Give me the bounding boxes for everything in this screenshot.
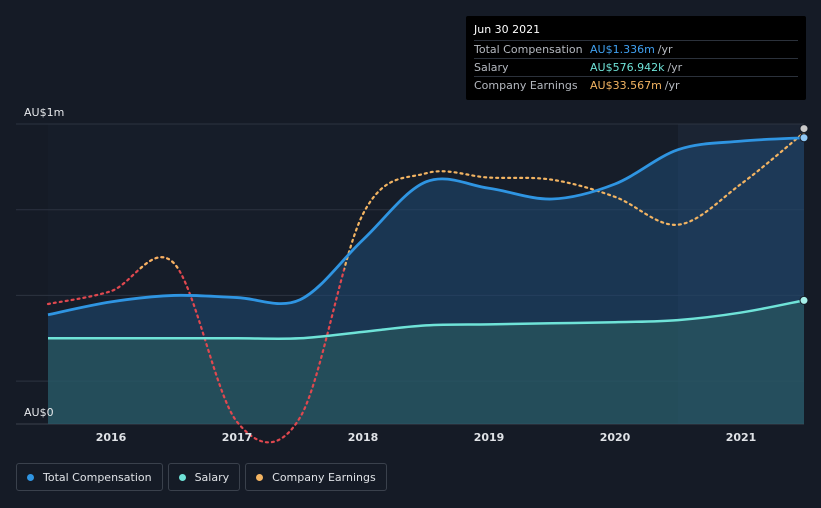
tooltip-row-company-earnings: Company Earnings AU$33.567m /yr [474, 76, 798, 94]
x-tick-label: 2020 [600, 431, 631, 444]
legend-item-total-compensation[interactable]: Total Compensation [16, 463, 163, 491]
x-tick-label: 2018 [348, 431, 379, 444]
tooltip-label: Company Earnings [474, 79, 578, 92]
legend-dot-icon [178, 473, 186, 481]
x-tick-label: 2017 [222, 431, 253, 444]
tooltip-date: Jun 30 2021 [474, 23, 541, 36]
legend-dot-icon [27, 473, 34, 481]
legend-item-salary[interactable]: Salary [167, 463, 241, 491]
tooltip-unit: /yr [664, 79, 680, 92]
total-compensation-end-marker [799, 133, 809, 143]
salary-line [47, 299, 805, 341]
salary-end-marker [799, 295, 809, 305]
legend-label: Salary [194, 470, 230, 484]
x-tick-label: 2016 [96, 431, 127, 444]
tooltip-unit: /yr [657, 43, 673, 56]
y-axis-bottom-label: AU$0 [24, 406, 54, 419]
legend-item-company-earnings[interactable]: Company Earnings [245, 463, 387, 491]
company-earnings-end-marker [799, 124, 809, 134]
tooltip-row-salary: Salary AU$576.942k /yr [474, 58, 798, 76]
tooltip-value: AU$576.942k [590, 61, 665, 74]
x-tick-label: 2021 [726, 431, 757, 444]
series-areas [48, 137, 804, 424]
chart-legend: Total Compensation Salary Company Earnin… [16, 463, 387, 491]
series-markers [799, 124, 809, 305]
tooltip-label: Total Compensation [474, 43, 583, 56]
salary-area [48, 300, 804, 424]
hover-tooltip: Jun 30 2021 Total Compensation AU$1.336m… [466, 16, 806, 100]
legend-dot-icon [256, 473, 264, 481]
legend-label: Company Earnings [272, 470, 376, 484]
y-axis-top-label: AU$1m [24, 106, 64, 119]
total-compensation-line [47, 136, 805, 317]
tooltip-row-total-compensation: Total Compensation AU$1.336m /yr [474, 40, 798, 58]
x-axis-ticks: 2016 2017 2018 2019 2020 2021 [96, 431, 757, 444]
legend-label: Total Compensation [43, 470, 152, 484]
tooltip-label: Salary [474, 61, 509, 74]
tooltip-value: AU$33.567m [590, 79, 662, 92]
series-lines [46, 131, 806, 444]
tooltip-value: AU$1.336m [590, 43, 655, 56]
tooltip-unit: /yr [667, 61, 683, 74]
company-earnings-line [136, 131, 806, 444]
x-tick-label: 2019 [474, 431, 505, 444]
